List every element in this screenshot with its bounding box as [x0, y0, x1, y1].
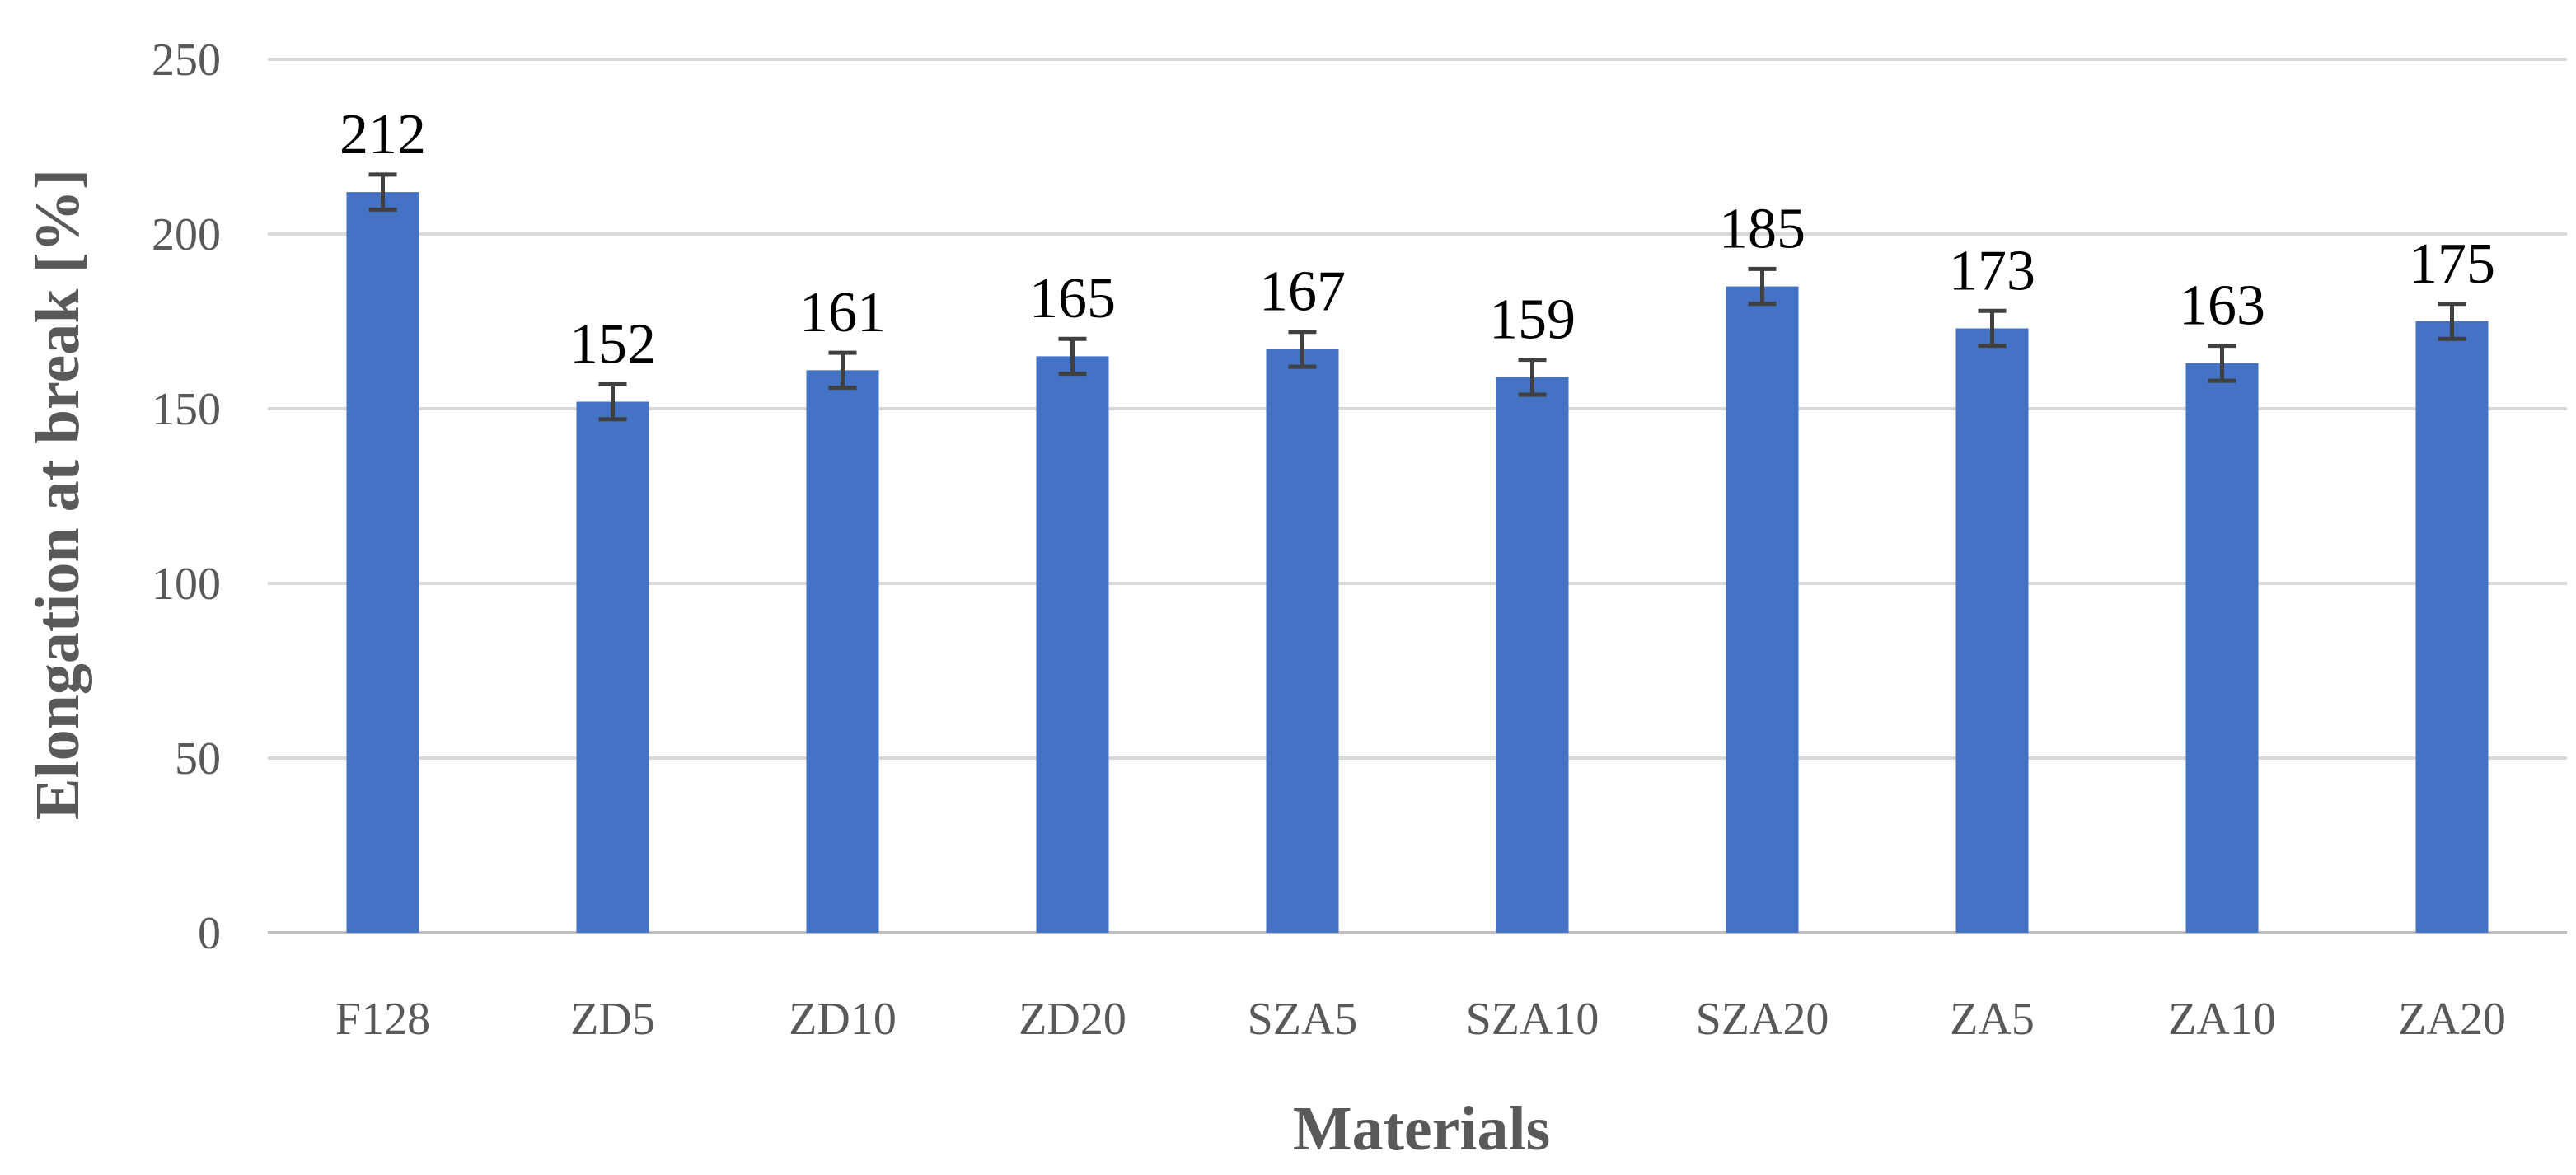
error-bar [1288, 330, 1317, 369]
x-tick-label: ZD10 [789, 994, 897, 1045]
error-bar [828, 350, 857, 391]
x-axis-title: Materials [1293, 1094, 1550, 1163]
error-bar [1058, 336, 1087, 377]
data-label: 175 [2409, 232, 2495, 296]
data-label: 165 [1029, 267, 1116, 330]
data-labels-layer: 212 152 161 165 167 159 185 173 163 175 [340, 103, 2495, 376]
x-tick-label: ZA10 [2168, 994, 2276, 1045]
x-tick-label: SZA10 [1466, 994, 1599, 1045]
error-bar [598, 382, 627, 422]
error-bar [2438, 302, 2466, 341]
bar [1496, 377, 1569, 934]
error-bar [1748, 266, 1777, 307]
data-label: 185 [1719, 197, 1806, 260]
error-bar [1978, 308, 2007, 349]
data-label: 212 [340, 103, 426, 166]
y-tick-label: 0 [198, 908, 221, 959]
y-axis-title: Elongation at break [%] [23, 169, 92, 820]
x-tick-label: ZD20 [1019, 994, 1126, 1045]
bar [2185, 363, 2259, 933]
x-tick-label: SZA5 [1248, 994, 1358, 1045]
bar [576, 401, 649, 933]
bars-layer [346, 192, 2489, 934]
error-bar [368, 172, 397, 212]
error-bar [2208, 344, 2236, 383]
y-axis-ticks: 0 50 100 150 200 250 [152, 35, 221, 959]
data-label: 152 [569, 312, 656, 376]
bar [2415, 321, 2489, 933]
data-label: 173 [1949, 239, 2035, 302]
y-tick-label: 200 [152, 209, 221, 260]
x-tick-label: ZD5 [570, 994, 655, 1045]
bar [1955, 328, 2029, 934]
data-label: 167 [1259, 260, 1346, 324]
error-bars-layer [368, 172, 2466, 422]
y-tick-label: 250 [152, 35, 221, 86]
bar [1266, 349, 1339, 933]
x-tick-label: ZA20 [2398, 994, 2506, 1045]
x-axis-ticks: F128 ZD5 ZD10 ZD20 SZA5 SZA10 SZA20 ZA5 ZA10 ZA20 [335, 994, 2506, 1045]
x-tick-label: F128 [335, 994, 430, 1045]
data-label: 161 [799, 281, 886, 344]
x-tick-label: SZA20 [1696, 994, 1829, 1045]
bar [806, 370, 879, 933]
x-tick-label: ZA5 [1950, 994, 2035, 1045]
y-tick-label: 50 [175, 733, 221, 784]
grid-layer [268, 58, 2567, 934]
bar [1726, 286, 1799, 934]
y-tick-label: 100 [152, 559, 221, 610]
data-label: 159 [1489, 288, 1576, 352]
bar [346, 192, 419, 933]
error-bar [1518, 358, 1547, 397]
bar [1036, 356, 1109, 933]
y-tick-label: 150 [152, 384, 221, 435]
data-label: 163 [2179, 274, 2265, 338]
